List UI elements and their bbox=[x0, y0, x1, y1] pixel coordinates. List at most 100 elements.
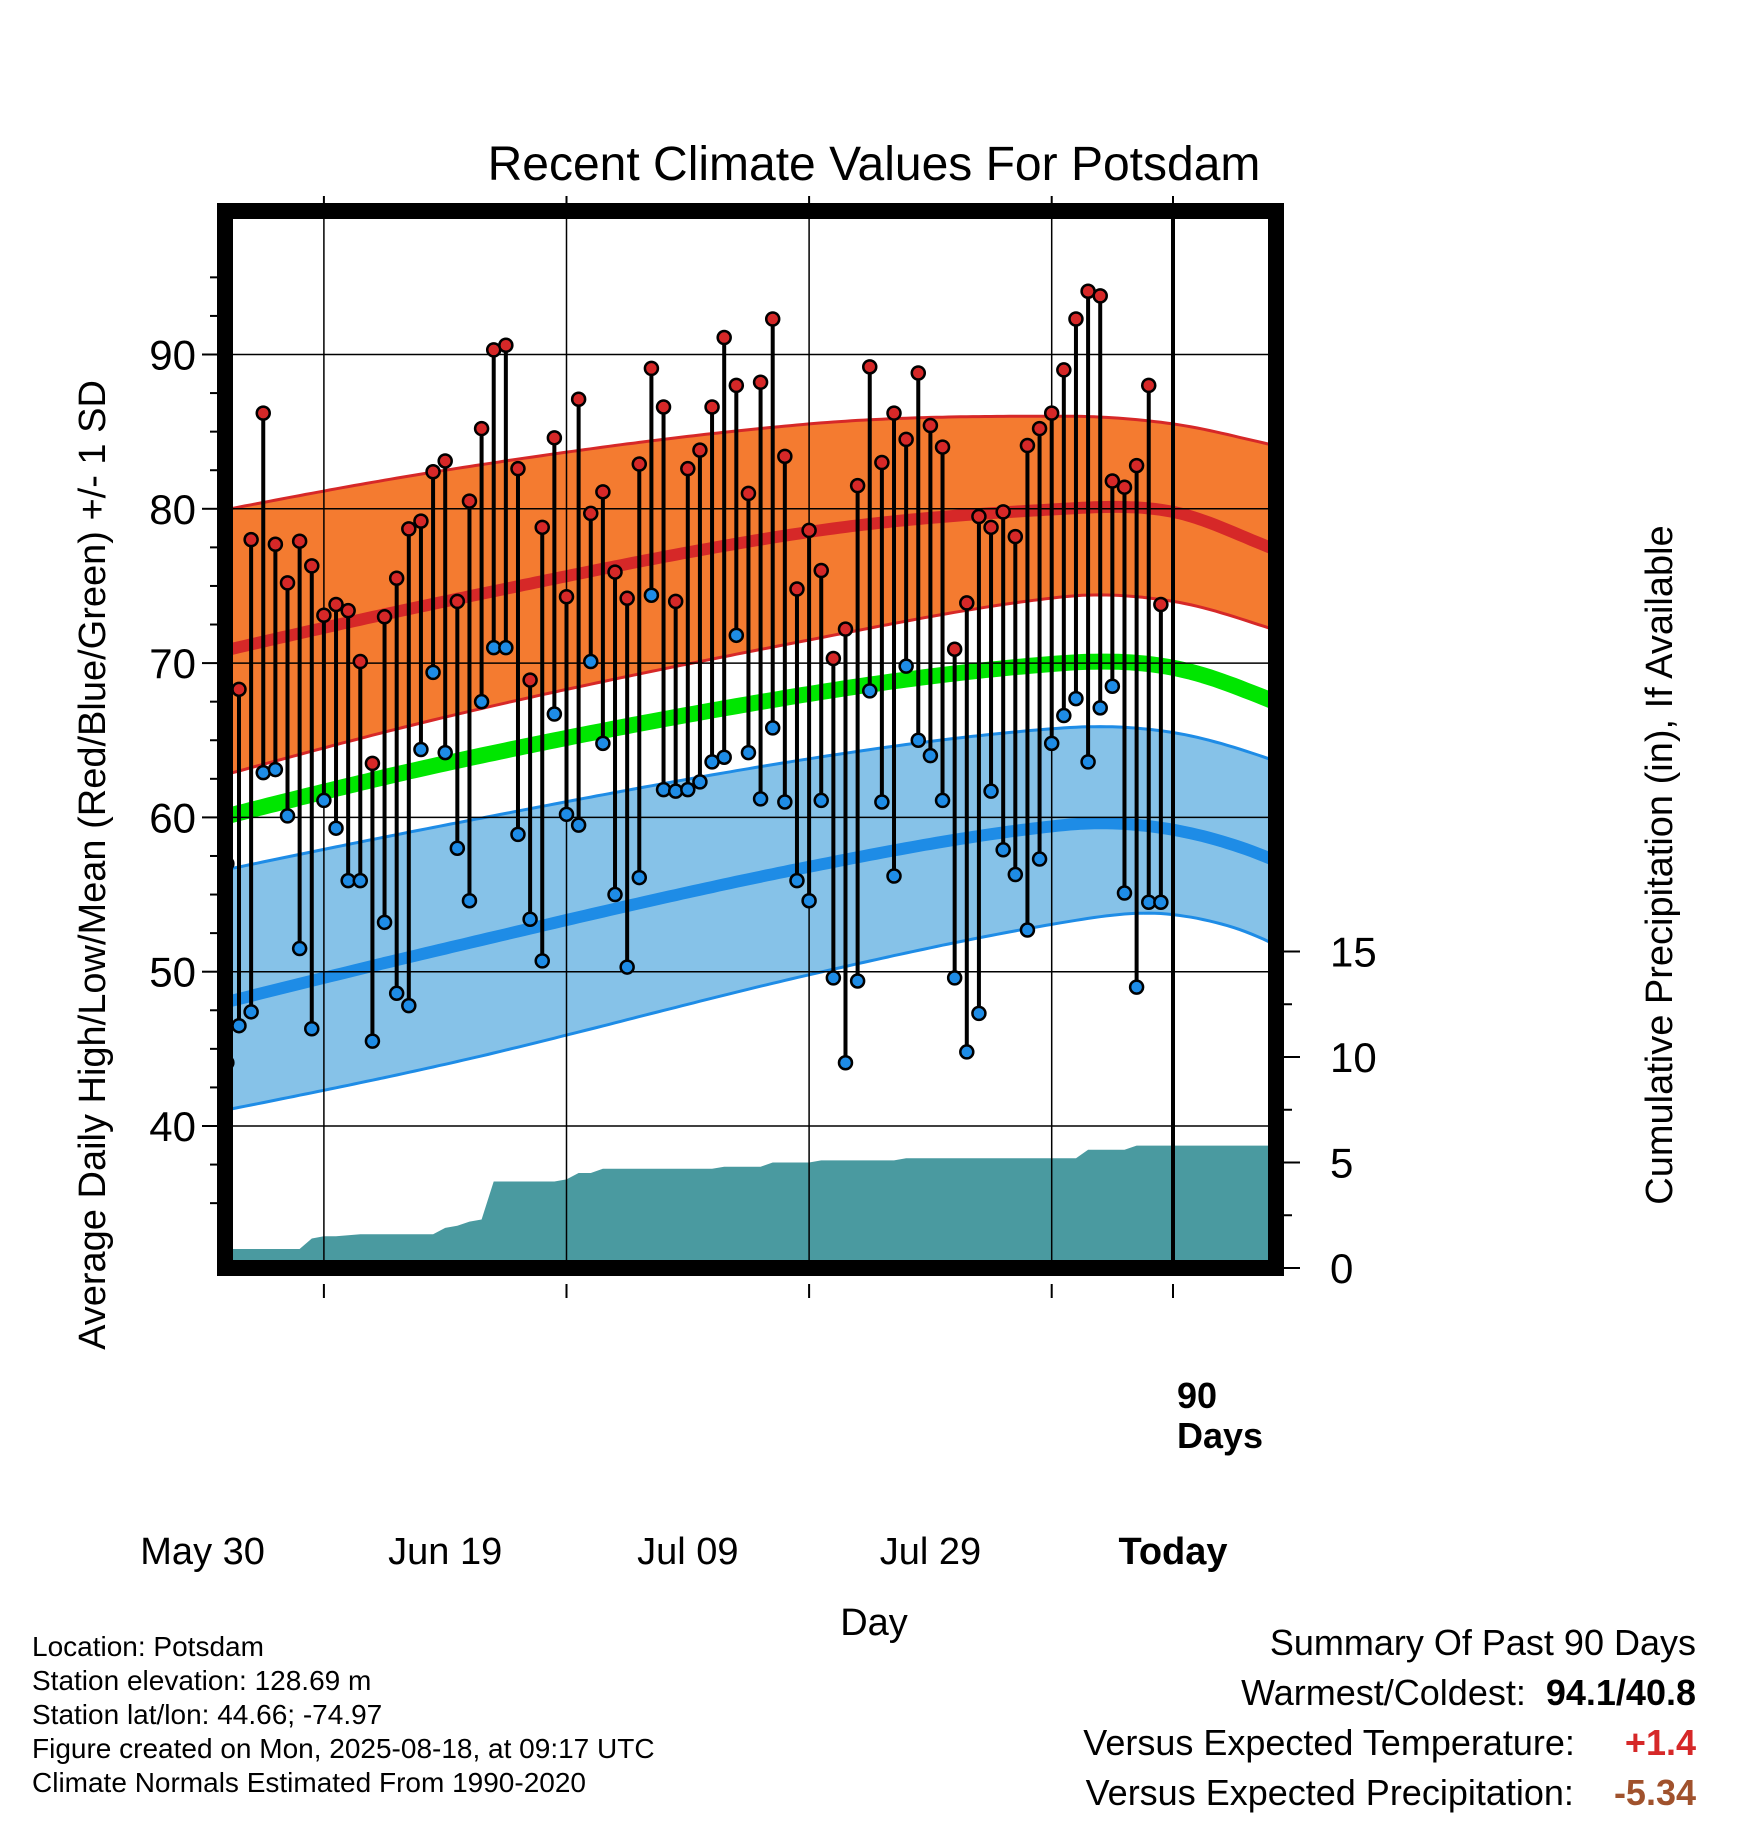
normal-high-mean-line bbox=[225, 500, 1276, 657]
low-point bbox=[558, 806, 575, 823]
low-point bbox=[898, 658, 914, 674]
y-tick-label: 90 bbox=[149, 332, 196, 379]
x-axis-label: Day bbox=[840, 1602, 908, 1644]
low-point bbox=[910, 732, 927, 748]
high-point bbox=[752, 374, 769, 391]
low-point bbox=[1104, 678, 1121, 694]
low-point bbox=[946, 970, 963, 986]
low-point bbox=[764, 720, 781, 736]
normals-text: Climate Normals Estimated From 1990-2020 bbox=[32, 1767, 586, 1798]
high-point bbox=[1056, 362, 1072, 378]
low-point bbox=[1056, 707, 1072, 724]
high-point bbox=[910, 365, 927, 381]
low-point bbox=[413, 741, 429, 758]
y-right-tick-label: 15 bbox=[1330, 929, 1377, 976]
low-point bbox=[388, 985, 405, 1002]
normal-low-band bbox=[225, 726, 1276, 1111]
high-point bbox=[160, 541, 173, 554]
low-point bbox=[716, 749, 732, 765]
high-point bbox=[449, 593, 466, 610]
low-point bbox=[291, 940, 308, 957]
location-text: Location: Potsdam bbox=[32, 1631, 264, 1662]
low-point bbox=[1116, 885, 1133, 901]
low-point bbox=[777, 794, 793, 810]
low-point bbox=[837, 1054, 854, 1071]
high-point bbox=[849, 477, 866, 494]
y-tick-label: 50 bbox=[149, 949, 196, 996]
high-point bbox=[255, 405, 271, 421]
high-point bbox=[716, 329, 732, 346]
high-point bbox=[291, 533, 308, 549]
high-point bbox=[619, 590, 635, 607]
high-point bbox=[243, 531, 259, 548]
low-point bbox=[498, 639, 514, 656]
station-info: Location: Potsdam Station elevation: 128… bbox=[32, 1630, 655, 1800]
high-point bbox=[934, 439, 951, 455]
high-point bbox=[1140, 377, 1157, 394]
y-tick-label: 60 bbox=[149, 794, 196, 841]
low-point bbox=[401, 997, 417, 1014]
high-point bbox=[813, 562, 829, 579]
low-point bbox=[196, 862, 209, 875]
high-point bbox=[352, 653, 369, 670]
normal-low-mean-line bbox=[225, 817, 1276, 1009]
low-point bbox=[1019, 922, 1036, 938]
high-point bbox=[789, 581, 805, 597]
high-point bbox=[510, 460, 526, 477]
high-point bbox=[534, 519, 550, 536]
high-point bbox=[607, 564, 623, 580]
latlon-text: Station lat/lon: 44.66; -74.97 bbox=[32, 1699, 383, 1730]
high-point bbox=[1104, 473, 1121, 489]
low-point bbox=[740, 744, 757, 761]
y-tick-label: 40 bbox=[149, 1103, 196, 1150]
temp-label: Versus Expected Temperature: bbox=[1083, 1722, 1575, 1763]
low-point bbox=[728, 627, 745, 644]
low-point bbox=[1153, 894, 1169, 911]
elevation-text: Station elevation: 128.69 m bbox=[32, 1665, 372, 1696]
low-point bbox=[595, 735, 611, 752]
x-tick-label: Jun 19 bbox=[388, 1531, 502, 1573]
low-point bbox=[425, 664, 441, 681]
low-point bbox=[959, 1044, 975, 1060]
high-point bbox=[461, 493, 478, 509]
high-point bbox=[279, 575, 296, 591]
low-point bbox=[1128, 979, 1145, 995]
high-point bbox=[874, 454, 890, 471]
precip-label: Versus Expected Precipitation: bbox=[1085, 1772, 1574, 1813]
high-point bbox=[862, 359, 878, 375]
high-point bbox=[704, 399, 720, 415]
x-tick-label: May 30 bbox=[140, 1531, 265, 1573]
low-point bbox=[449, 840, 466, 857]
high-point bbox=[825, 650, 842, 667]
summary-title: Summary Of Past 90 Days bbox=[1269, 1622, 1696, 1663]
warm-cold-label: Warmest/Coldest: bbox=[1241, 1672, 1526, 1713]
high-point bbox=[184, 746, 197, 759]
high-point bbox=[376, 609, 393, 625]
summary-precip: Versus Expected Precipitation: -5.34 bbox=[1086, 1772, 1696, 1814]
high-point bbox=[135, 751, 148, 764]
low-point bbox=[934, 792, 951, 809]
high-point bbox=[413, 513, 429, 529]
y-right-tick-label: 10 bbox=[1330, 1034, 1377, 1081]
high-point bbox=[231, 681, 247, 698]
high-point bbox=[837, 621, 854, 637]
high-point bbox=[1092, 288, 1108, 304]
high-point bbox=[946, 641, 963, 657]
low-point bbox=[1043, 735, 1060, 752]
high-point bbox=[328, 596, 344, 613]
temp-value: +1.4 bbox=[1624, 1722, 1696, 1763]
precip-value: -5.34 bbox=[1613, 1772, 1696, 1813]
high-point bbox=[196, 646, 209, 659]
low-point bbox=[546, 706, 563, 722]
low-point bbox=[874, 794, 890, 810]
low-point bbox=[279, 808, 296, 824]
days-annotation: 90 bbox=[1177, 1375, 1217, 1416]
low-point bbox=[801, 892, 817, 909]
high-point bbox=[1007, 528, 1024, 545]
high-point bbox=[1068, 311, 1084, 327]
y-right-axis-label: Cumulative Precipitation (in), If Availa… bbox=[1639, 525, 1681, 1204]
low-point bbox=[583, 653, 599, 670]
high-point bbox=[595, 484, 611, 500]
high-point bbox=[1153, 596, 1169, 613]
